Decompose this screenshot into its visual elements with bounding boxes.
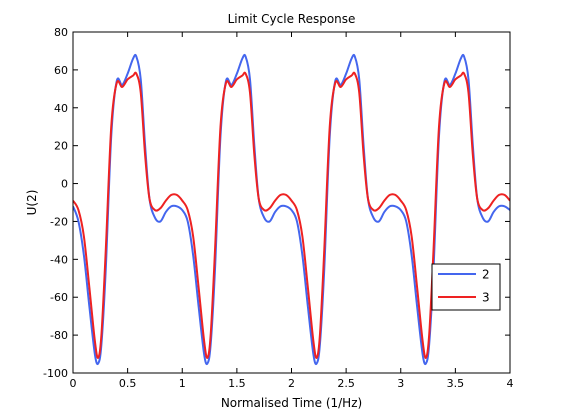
y-tick-label: -60 [50,291,68,304]
x-tick-label: 0.5 [119,377,137,390]
x-tick-label: 3.5 [447,377,465,390]
x-tick-label: 1.5 [228,377,246,390]
y-tick-label: 80 [54,26,68,39]
legend: 2 3 [431,263,501,311]
x-tick-label: 1 [179,377,186,390]
y-axis-label: U(2) [25,190,39,216]
y-tick-label: 0 [61,178,68,191]
legend-label-series-2: 2 [482,268,490,282]
y-tick-label: -80 [50,329,68,342]
chart-title: Limit Cycle Response [228,12,356,26]
series-line-3 [73,71,510,359]
y-tick-label: 20 [54,140,68,153]
x-tick-label: 2.5 [337,377,355,390]
x-tick-label: 4 [507,377,514,390]
y-tick-label: -100 [43,367,68,380]
plot-frame [72,31,511,374]
x-axis-label: Normalised Time (1/Hz) [221,396,362,410]
plot-area [73,32,510,373]
x-tick-label: 3 [397,377,404,390]
legend-label-series-3: 3 [482,291,490,305]
y-tick-label: -20 [50,215,68,228]
x-tick-label: 0 [70,377,77,390]
axis-ticks: 0 0.5 1 1.5 2 2.5 3 3.5 4 -100 -80 -60 -40 -20 0 20 40 60… [43,26,513,390]
y-tick-label: 60 [54,64,68,77]
x-tick-label: 2 [288,377,295,390]
y-tick-label: -40 [50,253,68,266]
y-tick-label: 40 [54,102,68,115]
series-lines [73,53,510,366]
legend-box [431,263,501,311]
